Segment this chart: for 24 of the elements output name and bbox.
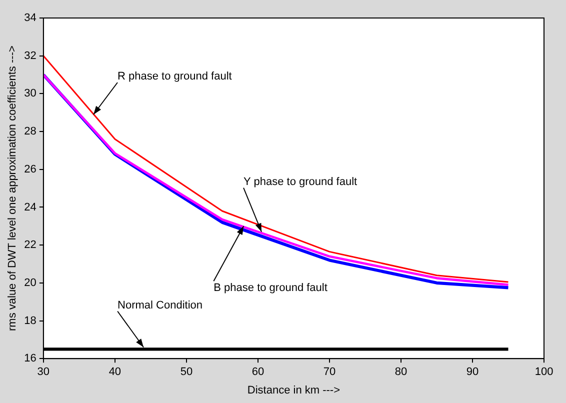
annotation: R phase to ground fault xyxy=(117,70,232,83)
x-tick-label: 60 xyxy=(252,366,264,378)
y-tick-label: 28 xyxy=(24,126,36,138)
x-tick-label: 100 xyxy=(534,366,554,378)
y-tick-label: 16 xyxy=(24,352,36,365)
y-tick-label: 22 xyxy=(24,239,36,252)
annotation: Y phase to ground fault xyxy=(244,176,358,188)
annotation: Normal Condition xyxy=(118,299,203,312)
x-tick-label: 90 xyxy=(466,366,479,378)
x-tick-label: 30 xyxy=(37,366,50,378)
x-axis-title: Distance in km ---> xyxy=(247,384,340,396)
x-tick-label: 80 xyxy=(394,366,408,378)
y-tick-label: 20 xyxy=(24,276,36,289)
x-tick-label: 70 xyxy=(323,366,336,378)
y-tick-label: 34 xyxy=(24,12,36,24)
x-tick-label: 50 xyxy=(180,366,193,378)
y-tick-label: 30 xyxy=(24,88,36,100)
y-tick-label: 26 xyxy=(24,163,36,176)
annotation: B phase to ground fault xyxy=(214,282,328,294)
y-axis-title: rms value of DWT level one approximation coefficients ---> xyxy=(6,46,19,332)
y-tick-label: 18 xyxy=(24,314,36,327)
y-tick-label: 32 xyxy=(24,50,36,62)
x-tick-label: 40 xyxy=(108,366,122,378)
y-tick-label: 24 xyxy=(24,201,36,214)
